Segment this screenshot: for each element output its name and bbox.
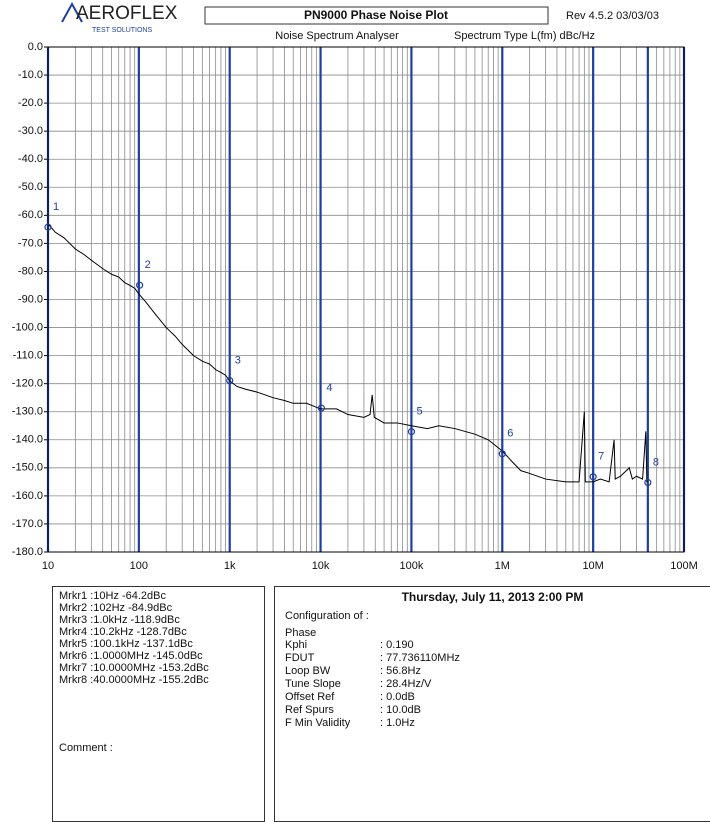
marker-readout-line: Mrkr5 :100.1kHz -137.1dBc — [59, 638, 193, 650]
marker-label: 1 — [53, 201, 59, 213]
title-box — [204, 6, 549, 25]
marker-label: 3 — [235, 354, 241, 366]
y-tick-label: -120.0 — [12, 378, 43, 390]
y-tick-label: -60.0 — [18, 209, 43, 221]
config-row: Ref Spurs : 10.0dB — [285, 704, 700, 717]
marker-readout-line: Mrkr6 :1.0000MHz -145.0dBc — [59, 650, 203, 662]
x-tick-label: 1M — [495, 560, 510, 572]
analyser: Noise Spectrum Analyser — [275, 30, 399, 42]
y-tick-label: -150.0 — [12, 462, 43, 474]
x-tick-label: 10 — [42, 560, 54, 572]
y-tick-label: 0.0 — [28, 41, 43, 53]
config-key: Tune Slope — [285, 678, 341, 690]
marker-label: 2 — [145, 259, 151, 271]
chart-title: PN9000 Phase Noise Plot — [304, 8, 448, 22]
y-tick-label: -180.0 — [12, 546, 43, 558]
config-key: FDUT — [285, 652, 315, 664]
logo: AEROFLEX — [76, 3, 178, 24]
y-tick-label: -40.0 — [18, 153, 43, 165]
marker-label: 5 — [416, 406, 422, 418]
x-tick-label: 100 — [130, 560, 148, 572]
config-key: F Min Validity — [285, 717, 351, 729]
y-tick-label: -10.0 — [18, 69, 43, 81]
comment: Comment : — [59, 742, 113, 754]
noise-trace — [47, 223, 648, 483]
config-key: Offset Ref — [285, 691, 335, 703]
mode: Phase — [285, 627, 317, 639]
y-tick-label: -20.0 — [18, 97, 43, 109]
x-tick-label: 10M — [582, 560, 603, 572]
marker — [644, 478, 652, 487]
marker-readout-line: Mrkr2 :102Hz -84.9dBc — [59, 602, 173, 614]
y-tick-label: -170.0 — [12, 518, 43, 530]
config-row: Kphi : 0.190 — [285, 639, 700, 652]
spectrum-type: Spectrum Type L(fm) dBc/Hz — [454, 30, 595, 42]
marker-readout-line: Mrkr1 :10Hz -64.2dBc — [59, 590, 166, 602]
config-row: Tune Slope : 28.4Hz/V — [285, 678, 700, 691]
chart: AEROFLEX TEST SOLUTIONS PN9000 Phase Noi… — [12, 1, 698, 572]
marker-readout-line: Mrkr7 :10.0000MHz -153.2dBc — [59, 662, 209, 674]
config-value: : 56.8Hz — [380, 665, 421, 677]
y-tick-label: -90.0 — [18, 293, 43, 305]
configuration: Configuration of : — [285, 610, 369, 622]
y-tick-label: -80.0 — [18, 265, 43, 277]
y-tick-label: -50.0 — [18, 181, 43, 193]
config-value: : 77.736110MHz — [380, 652, 460, 664]
x-tick-label: 1k — [224, 560, 236, 572]
plot-frame — [47, 46, 685, 553]
config-value: : 0.0dB — [380, 691, 415, 703]
config-row: F Min Validity : 1.0Hz — [285, 717, 700, 730]
config-value: : 0.190 — [380, 639, 414, 651]
revision: Rev 4.5.2 03/03/03 — [566, 10, 659, 22]
marker — [407, 428, 416, 436]
marker-label: 6 — [507, 428, 513, 440]
config-value: : 10.0dB — [380, 704, 421, 716]
y-tick-label: -140.0 — [12, 434, 43, 446]
date: Thursday, July 11, 2013 2:00 PM — [401, 590, 584, 604]
x-tick-label: 100M — [670, 560, 698, 572]
config-panel: Thursday, July 11, 2013 2:00 PM Configur… — [274, 586, 710, 822]
config-row: Offset Ref : 0.0dB — [285, 691, 700, 704]
marker-readout-line: Mrkr8 :40.0000MHz -155.2dBc — [59, 674, 209, 686]
marker-label: 8 — [653, 456, 659, 468]
marker-label: 4 — [326, 382, 332, 394]
marker — [226, 376, 234, 385]
config-value: : 28.4Hz/V — [380, 678, 432, 690]
config-key: Loop BW — [285, 665, 331, 677]
y-tick-label: -110.0 — [13, 350, 43, 362]
x-tick-label: 100k — [399, 560, 423, 572]
config-row: FDUT : 77.736110MHz — [285, 652, 700, 665]
y-tick-label: -30.0 — [18, 125, 43, 137]
marker — [136, 281, 144, 289]
marker — [44, 223, 52, 231]
marker-label: 7 — [598, 451, 604, 463]
marker — [317, 404, 325, 412]
x-tick-label: 10k — [312, 560, 330, 572]
config-key: Kphi — [285, 639, 308, 651]
logo-mark — [61, 1, 83, 23]
marker-readout: Mrkr1 :10Hz -64.2dBc Mrkr2 :102Hz -84.9dB… — [52, 586, 265, 822]
marker-readout-line: Mrkr4 :10.2kHz -128.7dBc — [59, 626, 187, 638]
marker-readout-line: Mrkr3 :1.0kHz -118.9dBc — [59, 614, 180, 626]
config-value: : 1.0Hz — [380, 717, 415, 729]
y-tick-label: -130.0 — [12, 406, 43, 418]
y-tick-label: -70.0 — [18, 237, 43, 249]
logo-sub: TEST SOLUTIONS — [92, 27, 152, 34]
config-key: Ref Spurs — [285, 704, 334, 716]
y-tick-label: -100.0 — [12, 321, 43, 333]
marker — [498, 450, 506, 458]
config-row: Loop BW : 56.8Hz — [285, 665, 700, 678]
marker — [589, 473, 597, 481]
y-tick-label: -160.0 — [12, 490, 43, 502]
